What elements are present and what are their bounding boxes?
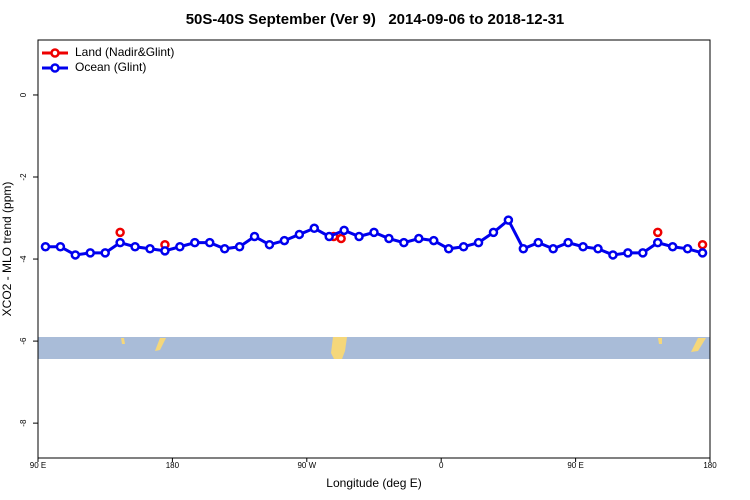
point bbox=[175, 241, 185, 252]
point bbox=[593, 244, 603, 254]
point bbox=[428, 235, 439, 246]
point bbox=[667, 241, 678, 252]
y-tick-label: -2 bbox=[19, 173, 28, 181]
y-tick-label: -6 bbox=[19, 337, 28, 345]
point bbox=[443, 244, 454, 254]
x-tick-label: 0 bbox=[439, 461, 444, 470]
point bbox=[652, 227, 663, 238]
x-tick-label: 180 bbox=[166, 461, 180, 470]
point bbox=[336, 233, 346, 244]
point bbox=[85, 248, 96, 258]
x-tick-label: 90 W bbox=[297, 461, 316, 470]
chart-title: 50S-40S September (Ver 9) 2014-09-06 to … bbox=[186, 11, 565, 28]
x-axis-label: Longitude (deg E) bbox=[326, 476, 421, 490]
legend-marker bbox=[50, 48, 60, 58]
point bbox=[518, 244, 529, 254]
legend-label: Ocean (Glint) bbox=[75, 60, 146, 74]
legend-label: Land (Nadir&Glint) bbox=[75, 45, 174, 59]
land-mask bbox=[155, 338, 166, 351]
point bbox=[414, 233, 424, 244]
point bbox=[697, 248, 708, 258]
map-strip bbox=[38, 337, 710, 359]
point bbox=[369, 227, 379, 238]
point bbox=[40, 241, 51, 252]
point bbox=[384, 233, 394, 244]
point bbox=[294, 229, 305, 240]
point bbox=[249, 231, 260, 242]
point bbox=[234, 241, 245, 252]
point bbox=[264, 239, 275, 250]
point bbox=[354, 231, 364, 242]
point bbox=[100, 248, 110, 258]
point bbox=[339, 225, 349, 236]
x-tick-label: 90 E bbox=[30, 461, 46, 470]
point bbox=[204, 237, 215, 248]
point bbox=[563, 237, 573, 248]
point bbox=[473, 237, 484, 248]
point bbox=[488, 227, 499, 238]
point bbox=[548, 244, 558, 254]
point bbox=[324, 231, 334, 242]
point bbox=[145, 244, 155, 254]
point bbox=[638, 248, 648, 258]
point bbox=[219, 244, 230, 254]
point bbox=[578, 241, 588, 252]
x-tick-label: 180 bbox=[703, 461, 717, 470]
y-axis-label: XCO2 - MLO trend (ppm) bbox=[0, 182, 14, 317]
land-mask bbox=[121, 338, 125, 344]
point bbox=[399, 237, 409, 248]
land-mask bbox=[658, 338, 662, 344]
point bbox=[55, 241, 66, 252]
point bbox=[130, 241, 140, 252]
y-tick-label: -4 bbox=[19, 255, 28, 263]
point bbox=[682, 244, 693, 254]
point bbox=[697, 239, 708, 250]
point bbox=[503, 215, 514, 225]
point bbox=[115, 237, 125, 248]
point bbox=[652, 237, 663, 248]
point bbox=[70, 250, 81, 260]
point bbox=[115, 227, 125, 238]
point bbox=[279, 235, 290, 246]
point bbox=[533, 237, 544, 248]
point bbox=[623, 248, 633, 258]
y-tick-label: 0 bbox=[19, 92, 28, 97]
land-mask bbox=[331, 337, 347, 359]
point bbox=[309, 223, 320, 234]
point bbox=[190, 237, 200, 248]
x-tick-label: 90 E bbox=[567, 461, 583, 470]
land-mask bbox=[691, 338, 706, 352]
point bbox=[608, 250, 618, 260]
point bbox=[458, 241, 469, 252]
y-tick-label: -8 bbox=[19, 419, 28, 427]
plot-frame bbox=[37, 39, 711, 459]
ocean-mask bbox=[38, 337, 710, 359]
legend-marker bbox=[50, 63, 60, 73]
point bbox=[160, 246, 170, 256]
